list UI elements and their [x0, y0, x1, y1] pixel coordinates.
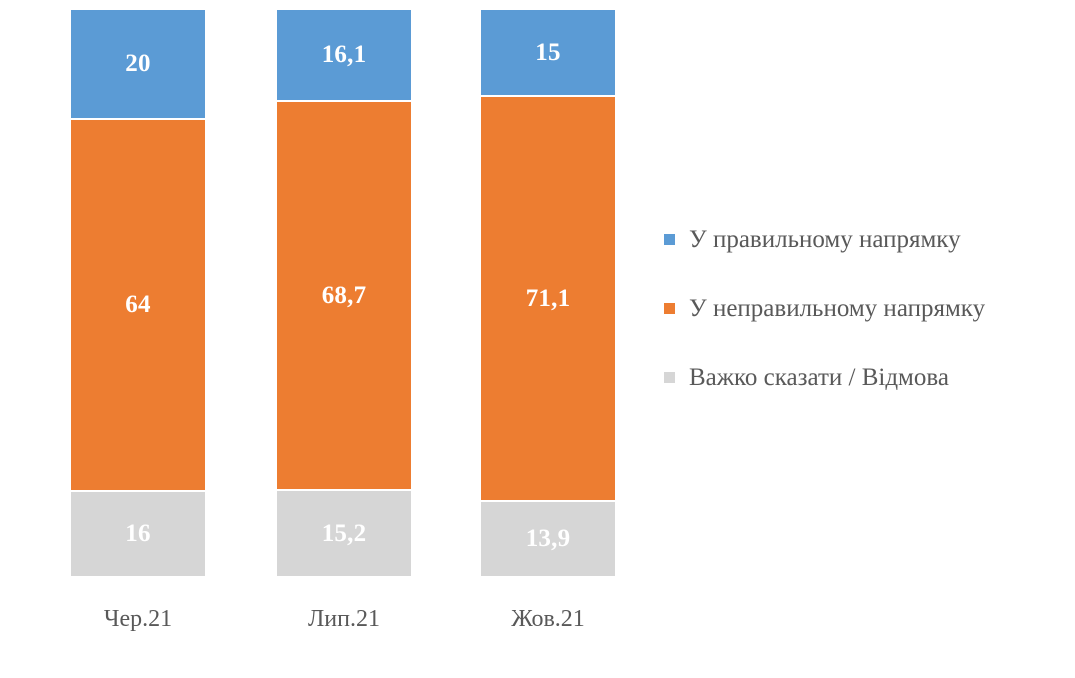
bar-stack-3: 15 71,1 13,9 [481, 10, 615, 576]
bar-label-right-direction-2: 16,1 [321, 41, 367, 69]
legend-square-orange-icon [664, 303, 675, 314]
legend-label-wrong-direction: У неправильному напрямку [689, 294, 986, 322]
bar-label-right-direction-3: 15 [535, 39, 561, 66]
category-label-3: Жов.21 [511, 606, 585, 632]
category-label-2: Лип.21 [308, 606, 380, 632]
bar-segment-right-direction-2[interactable]: 16,1 [277, 10, 411, 100]
plot-area: 20 64 16 Чер.21 16,1 68,7 [71, 10, 615, 632]
bar-segment-hard-to-say-2[interactable]: 15,2 [277, 489, 411, 576]
legend-item-right-direction[interactable]: У правильному напрямку [664, 205, 1064, 274]
bar-segment-wrong-direction-3[interactable]: 71,1 [481, 95, 615, 500]
bar-group-1[interactable]: 20 64 16 Чер.21 [71, 10, 205, 632]
bar-segment-right-direction-1[interactable]: 20 [71, 10, 205, 118]
legend-item-hard-to-say[interactable]: Важко сказати / Відмова [664, 343, 1064, 412]
bar-segment-right-direction-3[interactable]: 15 [481, 10, 615, 95]
legend-item-wrong-direction[interactable]: У неправильному напрямку [664, 274, 1064, 343]
bar-label-hard-to-say-2: 15,2 [321, 520, 367, 548]
bar-label-wrong-direction-2: 68,7 [321, 282, 367, 310]
bar-stack-1: 20 64 16 [71, 10, 205, 576]
bar-segment-hard-to-say-1[interactable]: 16 [71, 489, 205, 576]
bar-segment-wrong-direction-2[interactable]: 68,7 [277, 99, 411, 490]
bar-group-3[interactable]: 15 71,1 13,9 Жов.21 [481, 10, 615, 632]
bar-label-hard-to-say-3: 13,9 [525, 525, 571, 553]
legend-square-gray-icon [664, 372, 675, 383]
bar-label-wrong-direction-3: 71,1 [525, 284, 571, 312]
bar-label-wrong-direction-1: 64 [125, 291, 151, 319]
legend-label-hard-to-say: Важко сказати / Відмова [689, 363, 949, 391]
bar-group-2[interactable]: 16,1 68,7 15,2 Лип.21 [277, 10, 411, 632]
bar-label-right-direction-1: 20 [125, 50, 151, 78]
bar-segment-wrong-direction-1[interactable]: 64 [71, 117, 205, 490]
legend-label-right-direction: У правильному напрямку [689, 225, 961, 253]
bar-label-hard-to-say-1: 16 [125, 520, 151, 548]
chart-legend: У правильному напрямку У неправильному н… [664, 205, 1064, 412]
legend-square-blue-icon [664, 234, 675, 245]
bar-segment-hard-to-say-3[interactable]: 13,9 [481, 499, 615, 576]
bar-stack-2: 16,1 68,7 15,2 [277, 10, 411, 576]
category-label-1: Чер.21 [103, 606, 173, 632]
